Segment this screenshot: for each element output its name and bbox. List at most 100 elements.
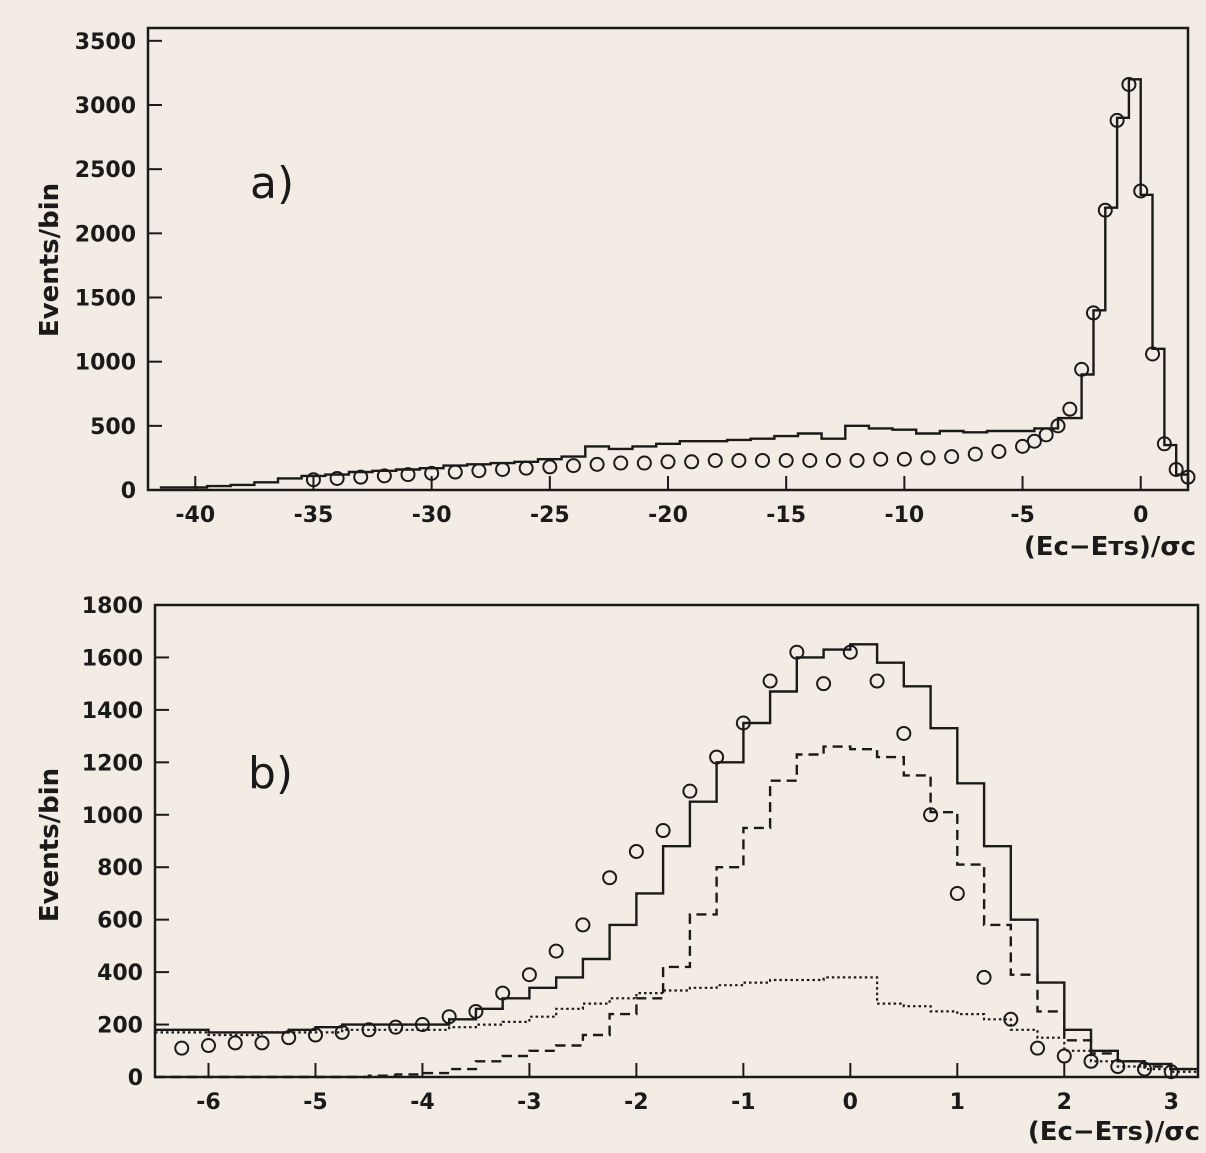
data-point xyxy=(1110,1059,1126,1075)
data-point xyxy=(495,985,511,1001)
x-tick-label: -5 xyxy=(303,1090,327,1115)
panel-a-xlabel: (Eᴄ−Eᴛѕ)/σᴄ xyxy=(1024,532,1196,562)
data-point xyxy=(816,676,832,692)
data-point xyxy=(976,969,992,985)
data-point xyxy=(174,1040,190,1056)
data-point xyxy=(424,465,440,481)
data-point xyxy=(1109,112,1125,128)
data-point xyxy=(1038,427,1054,443)
panel-b-marks: 0 200 400 600 800 1000 1200 1400 1600 1800 -6 -5 -4 -… xyxy=(82,594,1198,1115)
data-point xyxy=(967,446,983,462)
data-point xyxy=(1137,1061,1153,1077)
data-point xyxy=(682,783,698,799)
data-point xyxy=(613,455,629,471)
data-point xyxy=(762,673,778,689)
panel-a-frame xyxy=(146,26,1190,492)
data-point xyxy=(778,452,794,468)
data-point xyxy=(575,917,591,933)
data-point xyxy=(896,451,912,467)
data-point xyxy=(707,452,723,468)
data-point xyxy=(802,452,818,468)
y-tick-label: 1500 xyxy=(75,287,136,312)
data-point xyxy=(281,1030,297,1046)
y-tick-label: 1800 xyxy=(82,594,143,619)
data-point xyxy=(548,943,564,959)
x-tick-label: -20 xyxy=(648,503,688,528)
panel-a-marks: 0 500 1000 1500 2000 2500 3000 3500 -40 -35 -30 -25… xyxy=(75,30,1196,528)
data-point xyxy=(589,456,605,472)
panel-b-xlabel: (Eᴄ−Eᴛѕ)/σᴄ xyxy=(1028,1117,1200,1147)
x-tick-label: 2 xyxy=(1057,1090,1072,1115)
panel-b-frame xyxy=(153,603,1200,1079)
data-point xyxy=(923,807,939,823)
data-point xyxy=(254,1035,270,1051)
x-tick-label: -2 xyxy=(624,1090,648,1115)
y-tick-label: 1000 xyxy=(82,804,143,829)
data-point xyxy=(1056,1048,1072,1064)
x-tick-label: -40 xyxy=(175,503,215,528)
y-tick-label: 1000 xyxy=(75,351,136,376)
data-point xyxy=(227,1035,243,1051)
data-point xyxy=(447,464,463,480)
data-point xyxy=(636,455,652,471)
y-tick-label: 1200 xyxy=(82,751,143,776)
data-point xyxy=(468,1003,484,1019)
data-point xyxy=(628,843,644,859)
x-tick-label: 0 xyxy=(843,1090,858,1115)
data-point xyxy=(1085,305,1101,321)
data-point xyxy=(1003,1011,1019,1027)
data-point xyxy=(920,450,936,466)
panel-a: a) Events/bin (Eᴄ−Eᴛѕ)/σᴄ 0 500 1000 1500 20… xyxy=(35,26,1196,562)
x-tick-label: -1 xyxy=(731,1090,755,1115)
data-point xyxy=(542,459,558,475)
data-point xyxy=(1145,346,1161,362)
data-point xyxy=(684,454,700,470)
panel-b-label: b) xyxy=(248,748,293,799)
dotted-step-line xyxy=(155,976,1198,1073)
y-tick-label: 200 xyxy=(97,1014,143,1039)
x-tick-label: -35 xyxy=(294,503,334,528)
y-tick-label: 0 xyxy=(121,479,136,504)
data-point xyxy=(1180,469,1196,485)
y-tick-label: 2500 xyxy=(75,158,136,183)
data-point xyxy=(849,452,865,468)
data-point xyxy=(334,1024,350,1040)
data-point xyxy=(353,469,369,485)
data-point xyxy=(789,644,805,660)
data-point xyxy=(388,1019,404,1035)
data-point xyxy=(495,461,511,477)
dashed-step-line xyxy=(155,745,1198,1079)
x-tick-label: -3 xyxy=(517,1090,541,1115)
panel-a-ylabel: Events/bin xyxy=(35,183,65,337)
data-point xyxy=(660,454,676,470)
data-point xyxy=(1026,433,1042,449)
data-point xyxy=(1050,418,1066,434)
data-point xyxy=(735,715,751,731)
y-tick-label: 3500 xyxy=(75,30,136,55)
x-tick-label: 0 xyxy=(1133,503,1148,528)
data-point xyxy=(869,673,885,689)
data-point xyxy=(376,468,392,484)
data-point xyxy=(731,452,747,468)
x-tick-label: -10 xyxy=(884,503,924,528)
x-tick-label: -25 xyxy=(530,503,570,528)
data-point xyxy=(709,749,725,765)
data-point xyxy=(518,460,534,476)
data-point xyxy=(896,725,912,741)
panel-a-label: a) xyxy=(250,158,294,209)
data-point xyxy=(655,823,671,839)
data-point xyxy=(471,463,487,479)
data-point xyxy=(949,885,965,901)
data-point xyxy=(565,458,581,474)
x-tick-label: -30 xyxy=(412,503,452,528)
data-point xyxy=(1097,202,1113,218)
data-point xyxy=(521,967,537,983)
data-point xyxy=(944,449,960,465)
data-point xyxy=(1074,361,1090,377)
y-tick-label: 600 xyxy=(97,909,143,934)
data-point xyxy=(305,472,321,488)
data-point xyxy=(825,452,841,468)
x-tick-label: -15 xyxy=(766,503,806,528)
data-point xyxy=(1156,436,1172,452)
